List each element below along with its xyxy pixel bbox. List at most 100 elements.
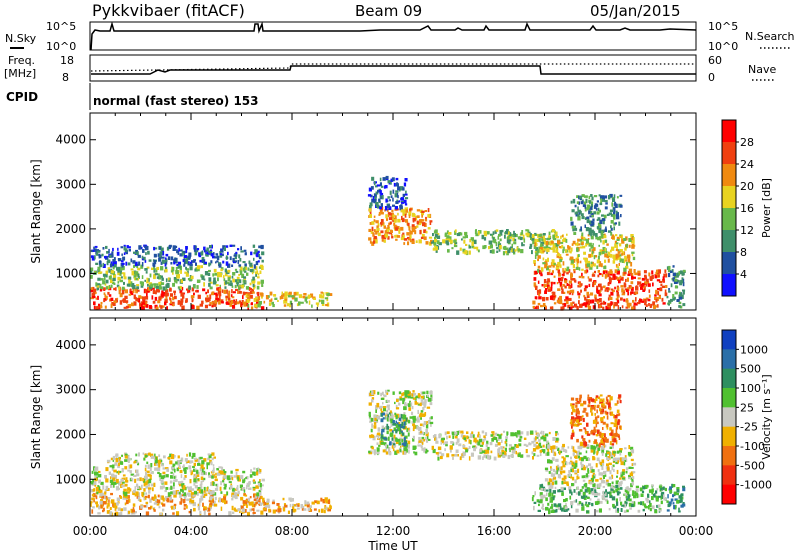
scatter-cell <box>213 456 216 459</box>
scatter-cell <box>664 269 667 273</box>
scatter-cell <box>408 238 412 241</box>
scatter-cell <box>581 194 585 197</box>
scatter-cell <box>507 454 511 460</box>
scatter-cell <box>593 247 596 251</box>
scatter-cell <box>658 280 663 283</box>
scatter-cell <box>538 246 541 250</box>
scatter-cell <box>553 302 557 305</box>
scatter-cell <box>415 215 418 221</box>
scatter-cell <box>525 229 529 232</box>
scatter-cell <box>560 466 563 470</box>
scatter-cell <box>391 441 396 444</box>
scatter-cell <box>468 446 471 449</box>
scatter-cell <box>176 278 180 282</box>
scatter-cell <box>667 494 669 499</box>
scatter-cell <box>606 479 609 484</box>
scatter-cell <box>616 270 620 274</box>
scatter-cell <box>541 506 543 509</box>
scatter-cell <box>104 475 107 479</box>
scatter-cell <box>126 245 129 249</box>
scatter-cell <box>240 303 243 308</box>
scatter-cell <box>373 181 376 186</box>
scatter-cell <box>167 457 171 460</box>
scatter-cell <box>470 440 472 445</box>
scatter-cell <box>660 487 663 491</box>
scatter-cell <box>504 230 508 235</box>
scatter-cell <box>576 247 579 252</box>
scatter-cell <box>119 273 122 276</box>
scatter-cell <box>222 245 226 250</box>
scatter-cell <box>495 229 499 232</box>
scatter-cell <box>220 480 222 486</box>
scatter-cell <box>220 268 223 272</box>
scatter-cell <box>619 449 622 453</box>
scatter-cell <box>584 224 586 228</box>
scatter-cell <box>510 248 513 253</box>
scatter-cell <box>322 292 325 297</box>
scatter-cell <box>448 232 452 235</box>
scatter-cell <box>585 269 589 273</box>
scatter-cell <box>678 271 680 275</box>
scatter-cell <box>610 277 614 280</box>
scatter-cell <box>555 465 558 470</box>
scatter-cell <box>223 487 227 490</box>
scatter-cell <box>544 264 548 269</box>
scatter-cell <box>205 253 207 257</box>
scatter-cell <box>482 438 485 443</box>
scatter-cell <box>411 228 416 233</box>
scatter-cell <box>399 396 403 399</box>
scatter-cell <box>238 264 242 267</box>
scatter-cell <box>123 246 126 251</box>
scatter-cell <box>448 435 451 439</box>
scatter-cell <box>609 269 613 274</box>
scatter-cell <box>590 299 592 304</box>
scatter-cell <box>214 300 218 304</box>
scatter-cell <box>166 246 170 251</box>
scatter-cell <box>434 236 437 240</box>
scatter-cell <box>517 236 520 240</box>
scatter-cell <box>581 268 584 271</box>
scatter-cell <box>583 257 586 260</box>
scatter-cell <box>391 217 394 221</box>
scatter-cell <box>539 271 543 274</box>
scatter-cell <box>189 501 193 505</box>
scatter-cell <box>504 245 507 250</box>
scatter-cell <box>609 441 612 446</box>
scatter-cell <box>142 302 146 305</box>
scatter-cell <box>609 453 611 457</box>
scatter-cell <box>622 476 626 479</box>
scatter-cell <box>221 301 224 304</box>
scatter-cell <box>682 485 685 488</box>
scatter-cell <box>388 212 392 216</box>
scatter-cell <box>602 240 605 245</box>
scatter-cell <box>548 492 552 497</box>
scatter-cell <box>544 284 547 287</box>
scatter-cell <box>472 445 476 449</box>
scatter-cell <box>642 508 645 512</box>
scatter-cell <box>460 430 464 434</box>
scatter-cell <box>604 253 607 258</box>
scatter-cell <box>579 489 583 492</box>
scatter-cell <box>672 277 675 282</box>
scatter-cell <box>412 397 416 400</box>
scatter-cell <box>158 473 162 478</box>
scatter-cell <box>288 295 291 298</box>
scatter-cell <box>529 243 533 248</box>
scatter-cell <box>608 462 612 466</box>
scatter-cell <box>601 404 605 408</box>
scatter-cell <box>534 263 536 266</box>
scatter-cell <box>203 486 206 491</box>
scatter-cell <box>144 289 148 294</box>
scatter-cell <box>583 302 587 306</box>
scatter-cell <box>403 447 407 452</box>
scatter-cell <box>477 441 481 446</box>
scatter-cell <box>538 296 542 300</box>
cpid-label: CPID <box>6 90 38 104</box>
scatter-cell <box>572 264 575 269</box>
scatter-cell <box>187 270 189 275</box>
scatter-cell <box>240 496 244 501</box>
scatter-cell <box>650 303 653 308</box>
scatter-cell <box>136 264 139 269</box>
scatter-cell <box>411 238 415 243</box>
scatter-cell <box>247 304 250 308</box>
